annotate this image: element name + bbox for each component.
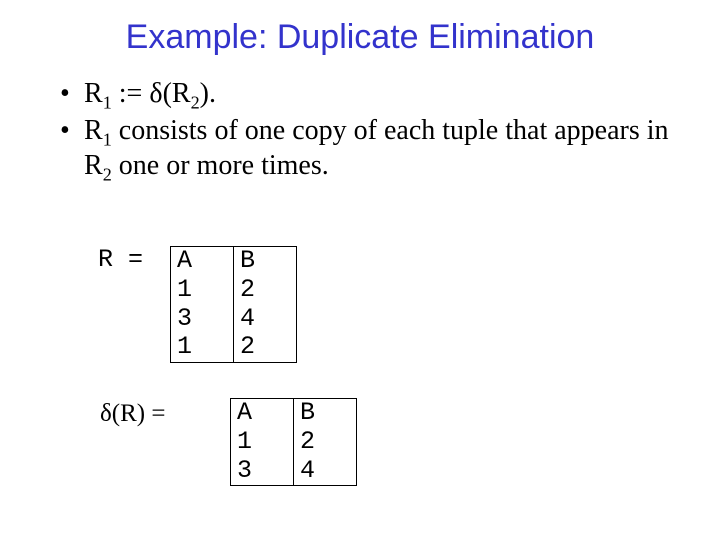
r-equals-label: R = (98, 246, 143, 275)
bullet-1: • R1 := δ(R2). (60, 76, 670, 111)
table-r: A B 1 2 3 4 1 2 (170, 246, 297, 363)
subscript: 2 (103, 165, 112, 185)
cell: 3 (171, 305, 234, 334)
slide-body: • R1 := δ(R2). • R1 consists of one copy… (60, 76, 670, 185)
header-cell: B (234, 247, 297, 276)
bullet-marker: • (60, 113, 84, 183)
slide-title: Example: Duplicate Elimination (0, 18, 720, 57)
text: R (84, 115, 103, 146)
bullet-2: • R1 consists of one copy of each tuple … (60, 113, 670, 183)
cell: 2 (234, 276, 297, 305)
table-row: 1 2 (171, 333, 297, 362)
bullet-1-text: R1 := δ(R2). (84, 76, 670, 111)
text: (R) = (112, 400, 166, 427)
cell: 1 (231, 428, 294, 457)
text: R (84, 78, 103, 109)
subscript: 1 (103, 93, 112, 113)
table-delta-r: A B 1 2 3 4 (230, 398, 357, 486)
bullet-marker: • (60, 76, 84, 111)
slide: Example: Duplicate Elimination • R1 := δ… (0, 0, 720, 540)
header-cell: A (231, 399, 294, 428)
cell: 1 (171, 333, 234, 362)
cell: 2 (234, 333, 297, 362)
delta-r-equals-label: δ(R) = (100, 400, 165, 428)
header-cell: A (171, 247, 234, 276)
cell: 2 (294, 428, 357, 457)
text: := (112, 78, 150, 109)
cell: 1 (171, 276, 234, 305)
table-row: 3 4 (231, 457, 357, 486)
delta-symbol: δ (100, 400, 112, 427)
table-row: 1 2 (231, 428, 357, 457)
text: ). (200, 78, 216, 109)
cell: 3 (231, 457, 294, 486)
table-row: A B (171, 247, 297, 276)
table-row: A B (231, 399, 357, 428)
subscript: 1 (103, 130, 112, 150)
cell: 4 (234, 305, 297, 334)
cell: 4 (294, 457, 357, 486)
table-row: 1 2 (171, 276, 297, 305)
bullet-2-text: R1 consists of one copy of each tuple th… (84, 113, 670, 183)
delta-symbol: δ (149, 78, 162, 109)
text: one or more times. (112, 150, 329, 181)
text: (R (163, 78, 191, 109)
table-row: 3 4 (171, 305, 297, 334)
header-cell: B (294, 399, 357, 428)
subscript: 2 (191, 93, 200, 113)
